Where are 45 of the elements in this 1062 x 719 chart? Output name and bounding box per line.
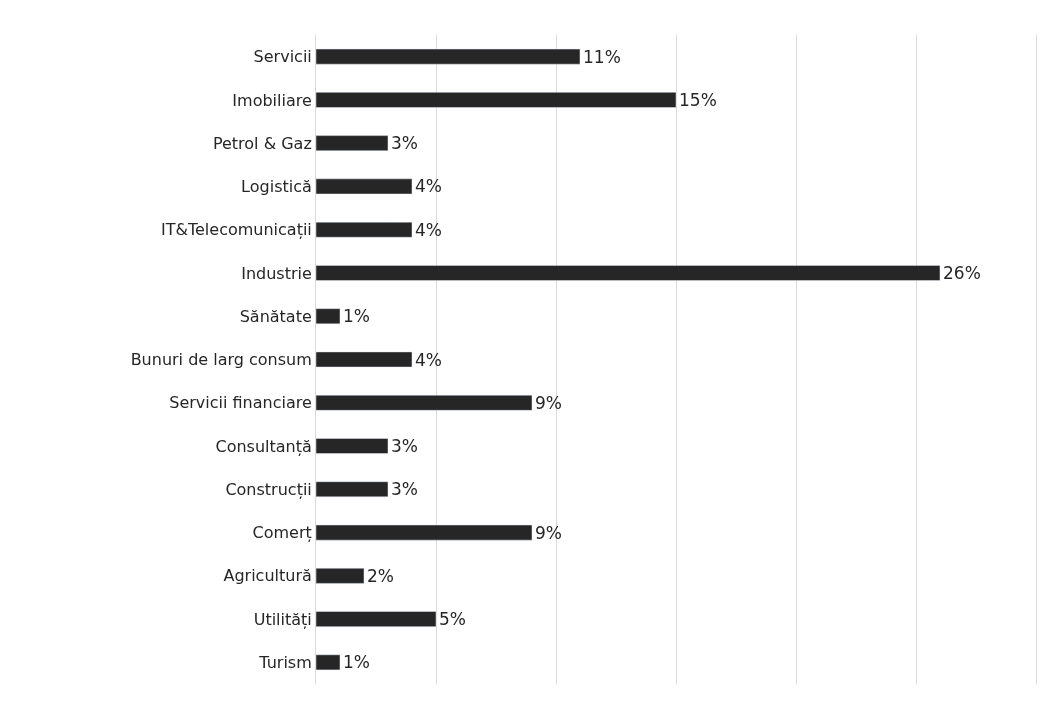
data-label: 15% [679,89,717,110]
bar [316,568,365,584]
y-tick-label: Utilități [253,609,312,629]
bar [316,221,413,238]
y-tick-label: Imobiliare [232,90,312,110]
data-label: 3% [391,479,418,500]
data-label: 1% [343,652,370,673]
bar [316,654,341,671]
bar [316,308,341,325]
bar [316,135,389,151]
data-label: 9% [535,392,562,413]
data-label: 1% [343,306,370,327]
data-label: 11% [583,46,621,67]
data-label: 4% [415,176,442,197]
bar [316,524,533,541]
data-label: 4% [415,349,442,370]
bar [316,92,677,108]
y-tick-label: Agricultură [223,566,312,586]
y-tick-label: Logistică [241,177,312,197]
bar [316,48,581,65]
y-tick-label: Servicii [253,47,312,67]
data-label: 3% [391,133,418,154]
y-tick-label: Turism [258,652,312,672]
y-tick-label: IT&Telecomunicații [160,220,312,240]
y-tick-label: Comerț [252,523,312,543]
y-tick-label: Construcții [225,479,312,499]
y-tick-label: Consultanță [215,436,312,456]
data-label: 2% [367,565,394,586]
bar [316,178,413,195]
data-label: 4% [415,219,442,240]
bar [316,394,533,411]
data-label: 3% [391,436,418,457]
bar [316,481,389,498]
bar [316,438,389,454]
y-tick-label: Servicii financiare [169,393,312,413]
y-tick-label: Sănătate [239,306,312,326]
data-label: 26% [943,262,981,283]
bar [316,351,413,368]
y-tick-label: Bunuri de larg consum [130,350,312,370]
y-tick-label: Petrol & Gaz [212,133,312,153]
data-label: 5% [439,609,466,630]
bar [316,265,941,281]
bar [316,611,437,627]
data-label: 9% [535,522,562,543]
y-tick-label: Industrie [241,263,312,283]
